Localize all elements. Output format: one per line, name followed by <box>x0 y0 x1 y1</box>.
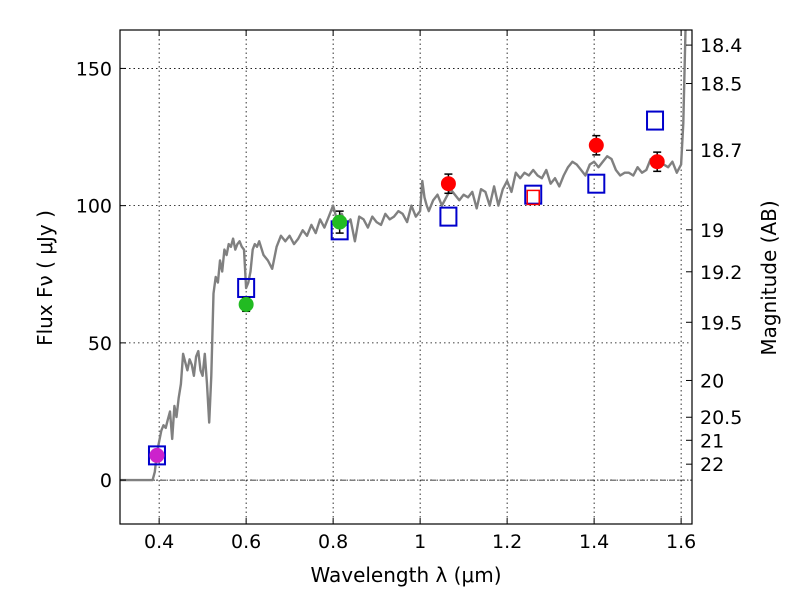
right-tick-label-6: 20 <box>700 370 724 392</box>
red-point-0 <box>440 176 456 192</box>
hollow-red-box-0 <box>526 189 540 206</box>
y-tick-label-0: 0 <box>100 470 112 492</box>
right-axis-label: Magnitude (AB) <box>757 200 781 355</box>
red-point-1 <box>588 137 604 153</box>
x-tick-label-4: 1.2 <box>492 531 522 553</box>
model-box-0 <box>147 445 166 466</box>
grid-lines <box>120 30 692 524</box>
right-tick-label-1: 18.5 <box>700 74 742 96</box>
x-tick-label-1: 0.6 <box>231 531 261 553</box>
right-tick-label-4: 19.2 <box>700 262 742 284</box>
magenta-point-0 <box>149 447 165 463</box>
right-tick-label-5: 19.5 <box>700 312 742 334</box>
x-tick-label-6: 1.6 <box>666 531 696 553</box>
right-tick-label-7: 20.5 <box>700 407 742 429</box>
y-ticks: 0 50 100 150 <box>76 58 126 492</box>
y-tick-label-3: 150 <box>76 58 112 80</box>
right-tick-label-0: 18.4 <box>700 35 742 57</box>
y-tick-label-2: 100 <box>76 196 112 218</box>
model-box-6 <box>646 110 665 131</box>
markers-group <box>147 110 665 466</box>
green-point-0 <box>238 296 254 312</box>
spectrum-line <box>120 29 687 482</box>
y-tick-label-1: 50 <box>88 333 112 355</box>
x-axis-label: Wavelength λ (μm) <box>310 563 501 587</box>
x-tick-label-5: 1.4 <box>579 531 609 553</box>
right-tick-label-3: 19 <box>700 220 724 242</box>
y-axis-label: Flux Fν ( μJy ) <box>33 210 57 346</box>
x-ticks: 0.4 0.6 0.8 1 1.2 1.4 1.6 <box>144 30 696 553</box>
right-tick-label-9: 22 <box>700 454 724 476</box>
model-box-3 <box>439 206 458 227</box>
x-tick-label-3: 1 <box>414 531 426 553</box>
x-tick-label-0: 0.4 <box>144 531 174 553</box>
plot-frame <box>119 29 693 525</box>
green-point-1 <box>332 214 348 230</box>
spectrum-group <box>120 29 687 482</box>
right-tick-label-2: 18.7 <box>700 140 742 162</box>
x-tick-label-2: 0.8 <box>318 531 348 553</box>
right-tick-label-8: 21 <box>700 430 724 452</box>
red-point-2 <box>649 154 665 170</box>
model-box-5 <box>587 173 606 194</box>
